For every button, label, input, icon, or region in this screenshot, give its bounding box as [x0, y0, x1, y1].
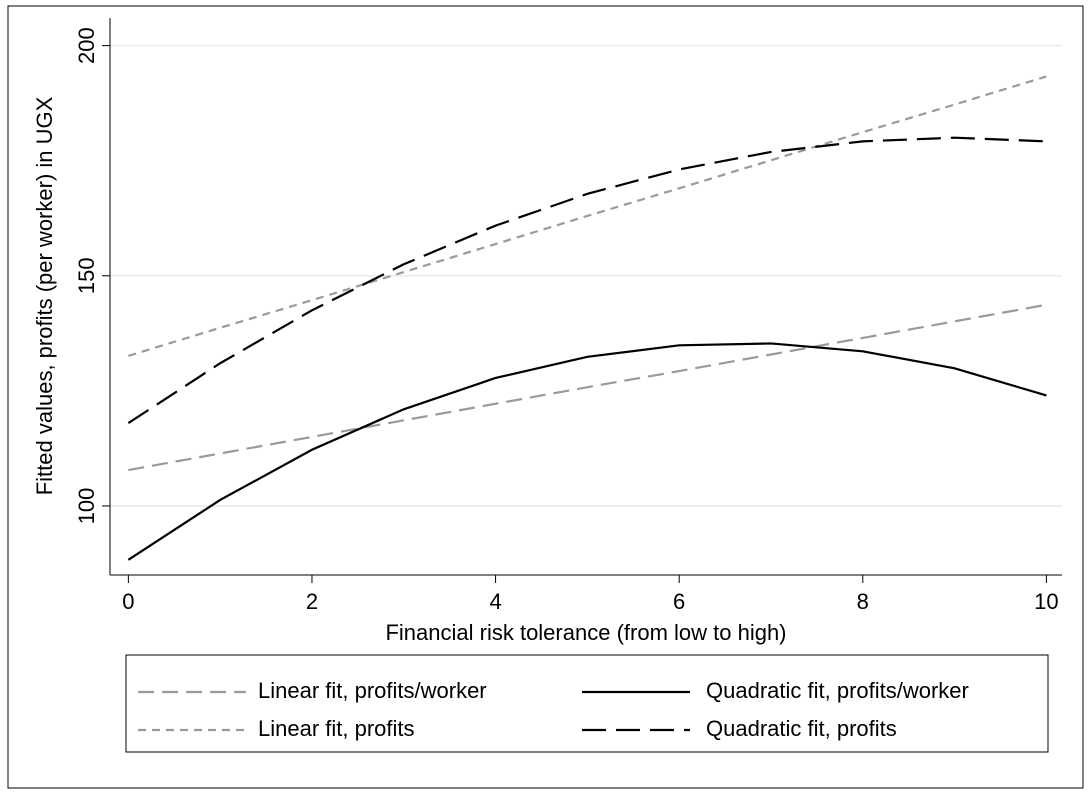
legend-label: Linear fit, profits: [258, 716, 415, 741]
x-tick-label: 2: [306, 589, 318, 614]
y-tick-label: 100: [74, 488, 99, 525]
series-line: [127, 342, 1047, 561]
y-axis-title: Fitted values, profits (per worker) in U…: [32, 96, 57, 495]
series-line: [128, 303, 1047, 472]
legend-label: Quadratic fit, profits/worker: [706, 678, 969, 703]
legend-box: [125, 654, 1049, 753]
y-tick-label: 150: [74, 257, 99, 294]
series-line: [128, 75, 1047, 357]
y-tick-label: 200: [74, 27, 99, 64]
x-tick-label: 0: [122, 589, 134, 614]
legend-label: Quadratic fit, profits: [706, 716, 897, 741]
x-tick-label: 10: [1034, 589, 1058, 614]
x-tick-label: 8: [857, 589, 869, 614]
legend-label: Linear fit, profits/worker: [258, 678, 487, 703]
series-line: [127, 136, 1047, 425]
x-tick-label: 4: [489, 589, 501, 614]
x-axis-title: Financial risk tolerance (from low to hi…: [385, 620, 786, 645]
x-tick-label: 6: [673, 589, 685, 614]
